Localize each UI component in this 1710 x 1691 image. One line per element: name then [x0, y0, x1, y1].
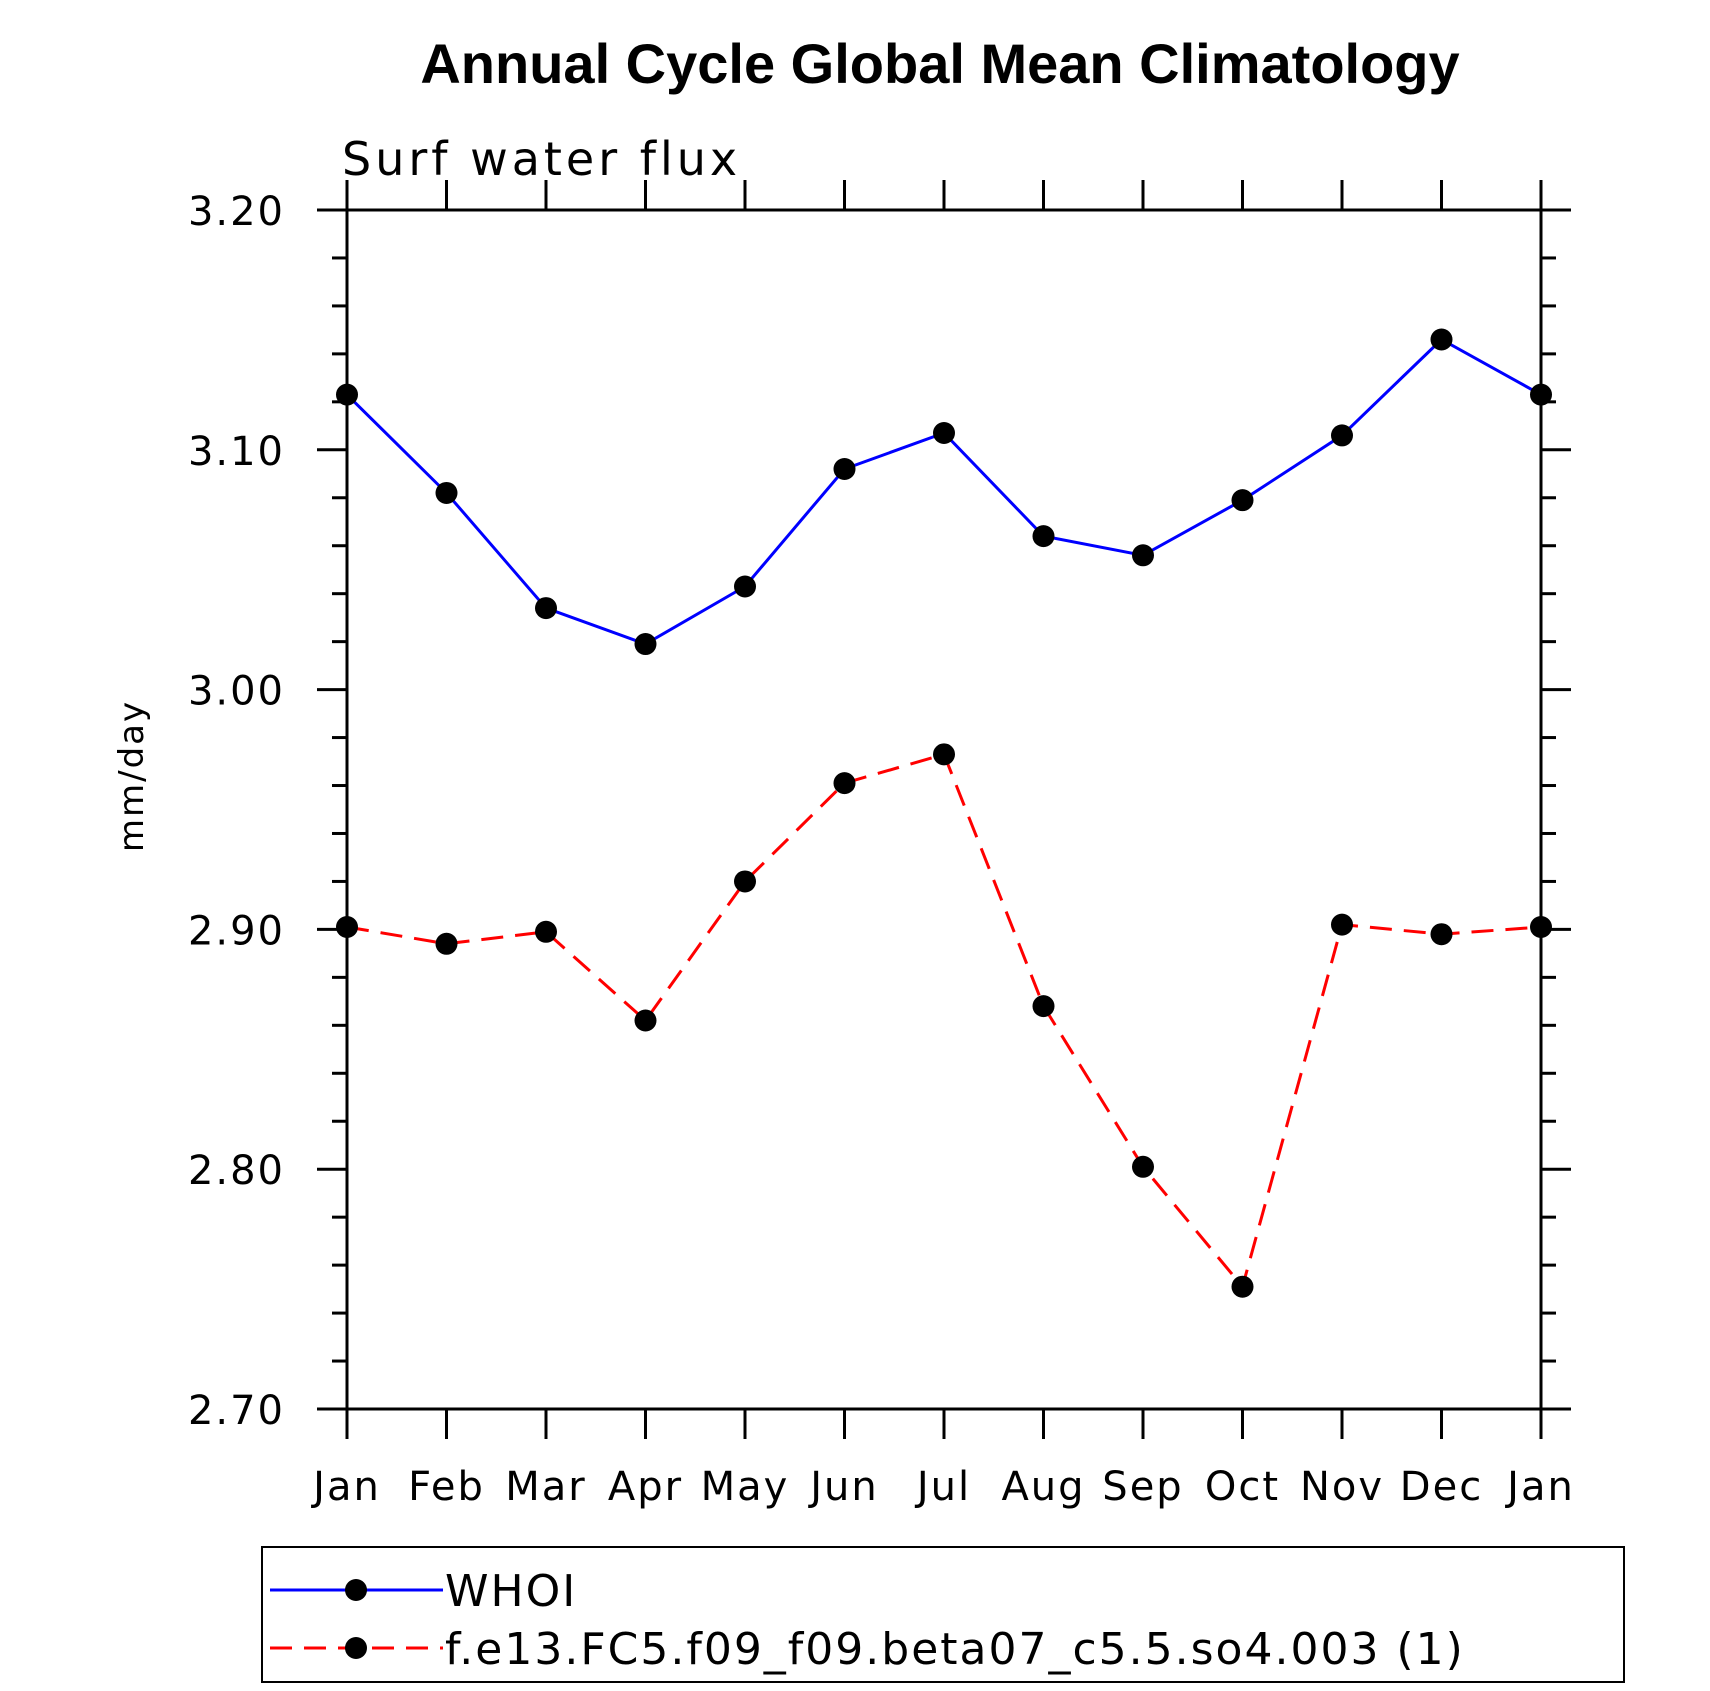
y-axis-label: mm/day	[112, 700, 152, 852]
legend-label: f.e13.FC5.f09_f09.beta07_c5.5.so4.003 (1…	[445, 1624, 1465, 1675]
data-point	[833, 772, 856, 795]
data-point	[933, 743, 955, 766]
x-tick-label: Aug	[1001, 1464, 1085, 1510]
data-point	[435, 481, 458, 504]
plot-frame	[345, 208, 1543, 1411]
series-line	[346, 752, 1542, 1290]
y-tick-label: 3.20	[188, 189, 285, 235]
legend-marker	[345, 1637, 367, 1659]
data-point	[1331, 913, 1353, 936]
x-tick-label: Sep	[1102, 1464, 1183, 1510]
x-tick-label: Mar	[505, 1464, 586, 1510]
data-point	[535, 920, 557, 943]
data-point	[734, 870, 756, 893]
data-point	[435, 932, 458, 955]
data-point	[833, 457, 856, 480]
data-point	[1530, 383, 1552, 406]
data-point	[634, 633, 657, 656]
data-point	[933, 422, 955, 445]
plot-border	[345, 208, 1543, 1411]
x-tick-label: Dec	[1400, 1464, 1483, 1510]
data-point	[734, 575, 756, 598]
data-point	[535, 597, 557, 620]
y-tick-label: 3.00	[188, 669, 285, 715]
x-tick-label: Feb	[408, 1464, 485, 1510]
data-point	[1032, 525, 1055, 548]
legend: WHOI f.e13.FC5.f09_f09.beta07_c5.5.so4.00…	[261, 1546, 1625, 1683]
x-tick-label: Oct	[1205, 1464, 1280, 1510]
series-layer	[336, 328, 1552, 1298]
legend-marker	[345, 1579, 367, 1601]
y-tick-label: 2.80	[188, 1148, 285, 1194]
y-tick-label: 3.10	[188, 429, 285, 475]
series-2	[336, 743, 1552, 1298]
data-point	[634, 1009, 657, 1032]
series-line	[345, 337, 1542, 646]
chart-title: Annual Cycle Global Mean Climatology	[420, 32, 1459, 95]
y-tick-label: 2.90	[188, 908, 285, 954]
data-point	[1430, 923, 1453, 946]
data-point	[336, 383, 358, 406]
x-tick-label: Nov	[1300, 1464, 1384, 1510]
data-point	[1032, 995, 1055, 1018]
legend-box	[261, 1546, 1625, 1683]
data-point	[336, 916, 358, 939]
data-point	[1231, 489, 1254, 512]
x-tick-label: Jan	[310, 1464, 381, 1510]
legend-label: WHOI	[445, 1566, 577, 1617]
x-tick-label: May	[701, 1464, 790, 1510]
data-point	[1132, 544, 1154, 567]
x-tick-label: Jan	[1504, 1464, 1575, 1510]
x-tick-label: Apr	[608, 1464, 683, 1510]
axis-ticks: Jan Feb Mar Apr May Jun Jul Aug Sep Oct Nov Dec Jan 2…	[188, 180, 1575, 1510]
data-point	[1331, 424, 1353, 447]
chart-subtitle: Surf water flux	[342, 132, 741, 186]
data-point	[1231, 1275, 1254, 1298]
series-1	[336, 328, 1552, 656]
data-point	[1132, 1155, 1154, 1178]
y-tick-label: 2.70	[188, 1388, 285, 1434]
data-point	[1530, 916, 1552, 939]
x-tick-label: Jun	[807, 1464, 879, 1510]
x-tick-label: Jul	[914, 1464, 971, 1510]
data-point	[1430, 328, 1453, 351]
